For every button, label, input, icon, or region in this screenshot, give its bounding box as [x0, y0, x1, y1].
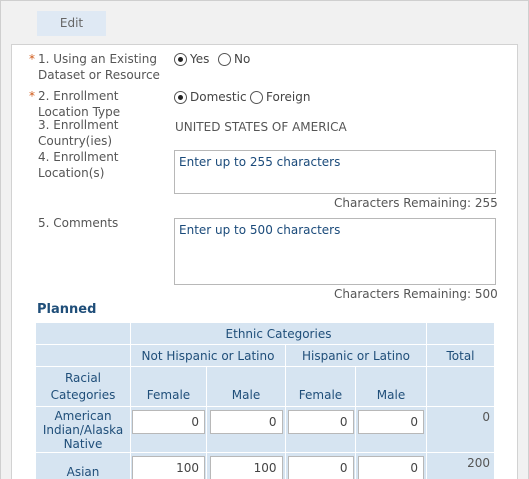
q1-option-yes[interactable]: Yes	[174, 52, 209, 66]
count-input[interactable]: 0	[209, 410, 283, 434]
total-top-cell	[427, 323, 495, 345]
racial-categories-header: Racial Categories	[36, 367, 131, 407]
hispanic-header: Hispanic or Latino	[286, 345, 427, 367]
count-input[interactable]: 100	[209, 456, 283, 479]
value-cell: 0	[207, 407, 286, 453]
q2-domestic-label: Domestic	[190, 90, 247, 104]
required-marker: *	[29, 52, 35, 66]
q2-label: 2. Enrollment Location Type	[38, 89, 121, 119]
planned-enrollment-table: Ethnic Categories Not Hispanic or Latino…	[36, 323, 495, 479]
row-total: 0	[427, 407, 495, 453]
required-marker: *	[29, 89, 35, 103]
ethnic-categories-header: Ethnic Categories	[131, 323, 427, 345]
table-corner-cell	[36, 323, 131, 345]
q5-label: 5. Comments	[38, 216, 119, 230]
table-spacer-cell	[36, 345, 131, 367]
count-input[interactable]: 0	[287, 410, 354, 434]
female-header: Female	[131, 367, 207, 407]
male-header: Male	[207, 367, 286, 407]
edit-button[interactable]: Edit	[37, 11, 106, 36]
q2-option-foreign[interactable]: Foreign	[250, 90, 310, 104]
table-row: Asian 100 100 0 0 200	[36, 453, 495, 479]
radio-empty-icon[interactable]	[218, 52, 231, 66]
row-total: 200	[427, 453, 495, 479]
q4-characters-remaining: Characters Remaining: 255	[334, 196, 498, 210]
right-margin	[518, 44, 529, 479]
enrollment-country-value: UNITED STATES OF AMERICA	[175, 120, 347, 134]
value-cell: 0	[356, 453, 427, 479]
not-hispanic-header: Not Hispanic or Latino	[131, 345, 286, 367]
radio-selected-icon[interactable]	[174, 52, 187, 66]
q2-option-domestic[interactable]: Domestic	[174, 90, 247, 104]
value-cell: 100	[131, 453, 207, 479]
radio-selected-icon[interactable]	[174, 90, 187, 104]
value-cell: 0	[356, 407, 427, 453]
count-input[interactable]: 0	[358, 410, 424, 434]
value-cell: 100	[207, 453, 286, 479]
count-input[interactable]: 0	[287, 456, 354, 479]
value-cell: 0	[131, 407, 207, 453]
top-toolbar: Edit	[0, 0, 529, 44]
q1-label: 1. Using an Existing Dataset or Resource	[38, 52, 160, 82]
radio-empty-icon[interactable]	[250, 90, 263, 104]
q3-label: 3. Enrollment Country(ies)	[38, 118, 119, 148]
male-header: Male	[356, 367, 427, 407]
q1-option-no[interactable]: No	[218, 52, 250, 66]
count-input[interactable]: 100	[132, 456, 205, 479]
female-header: Female	[286, 367, 356, 407]
row-category-label: Asian	[36, 453, 131, 479]
q4-label: 4. Enrollment Location(s)	[38, 150, 119, 180]
count-input[interactable]: 0	[358, 456, 424, 479]
comments-textarea[interactable]: Enter up to 500 characters	[174, 218, 496, 285]
table-row: American Indian/Alaska Native 0 0 0 0 0	[36, 407, 495, 453]
planned-section-title: Planned	[37, 302, 97, 317]
row-category-label: American Indian/Alaska Native	[36, 407, 131, 453]
q1-yes-label: Yes	[190, 52, 210, 66]
total-empty-cell	[427, 367, 495, 407]
count-input[interactable]: 0	[132, 410, 205, 434]
enrollment-location-textarea[interactable]: Enter up to 255 characters	[174, 150, 496, 194]
total-header: Total	[427, 345, 495, 367]
value-cell: 0	[286, 407, 356, 453]
q1-no-label: No	[234, 52, 251, 66]
left-margin	[0, 44, 11, 479]
q2-foreign-label: Foreign	[266, 90, 311, 104]
value-cell: 0	[286, 453, 356, 479]
q5-characters-remaining: Characters Remaining: 500	[334, 287, 498, 301]
